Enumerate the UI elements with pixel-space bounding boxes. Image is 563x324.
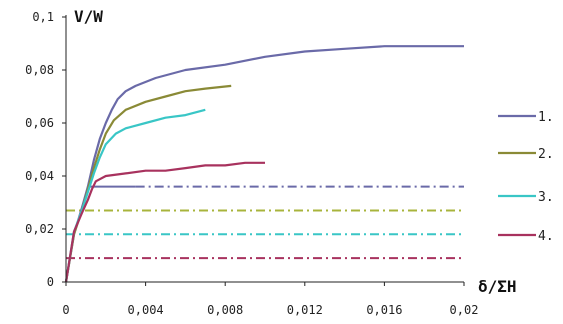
series-lines: [64, 45, 464, 283]
legend-label-1: 1.: [538, 110, 554, 125]
x-tick-label: 0,008: [207, 303, 243, 317]
series-line-3: [64, 108, 206, 283]
tick-labels: 0 0,02 0,04 0,06 0,08 0,1 0 0,004 0,008 0,012 0,01…: [25, 10, 478, 317]
x-tick-label: 0,016: [366, 303, 402, 317]
axes: [62, 15, 465, 286]
y-tick-label: 0,08: [25, 63, 54, 77]
x-tick-label: 0,012: [287, 303, 323, 317]
legend-label-4: 4.: [538, 229, 554, 244]
y-axis-label: V/W: [74, 7, 103, 26]
y-tick-label: 0,1: [32, 10, 54, 24]
series-line-4: [64, 161, 265, 283]
y-tick-label: 0,06: [25, 116, 54, 130]
legend-label-2: 2.: [538, 147, 554, 162]
legend: 1. 2. 3. 4.: [498, 110, 554, 244]
x-tick-label: 0,02: [450, 303, 479, 317]
x-tick-label: 0,004: [128, 303, 164, 317]
x-axis-label: δ/ΣH: [478, 277, 517, 296]
y-tick-label: 0: [47, 275, 54, 289]
x-tick-label: 0: [62, 303, 69, 317]
y-tick-label: 0,02: [25, 222, 54, 236]
y-tick-label: 0,04: [25, 169, 54, 183]
series-line-1: [64, 45, 464, 283]
reference-lines: [66, 185, 464, 260]
legend-label-3: 3.: [538, 190, 554, 205]
